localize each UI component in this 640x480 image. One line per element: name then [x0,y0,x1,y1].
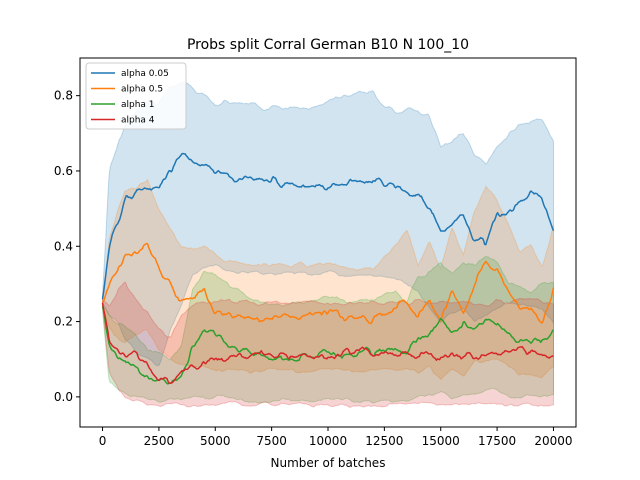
series-lines [101,152,555,385]
x-tick-label: 10000 [309,434,347,448]
y-tick-label: 0.8 [54,89,73,103]
x-tick-label: 7500 [256,434,287,448]
legend-entry: alpha 0.05 [121,69,169,79]
confidence-bands [102,81,554,408]
x-axis-label: Number of batches [271,456,386,470]
line-alpha-4 [101,302,554,384]
x-tick-label: 15000 [422,434,460,448]
y-tick-label: 0.0 [54,390,73,404]
line-alpha-0_5 [101,242,555,325]
x-tick-label: 0 [99,434,107,448]
y-tick-label: 0.6 [54,164,73,178]
y-tick-label: 0.4 [54,239,73,253]
chart-title: Probs split Corral German B10 N 100_10 [187,37,469,53]
x-tick-label: 20000 [534,434,572,448]
y-axis: 0.0 0.2 0.4 0.6 0.8 [54,89,80,404]
x-tick-label: 5000 [200,434,231,448]
y-tick-label: 0.2 [54,315,73,329]
line-alpha-1 [101,306,555,385]
legend-entry: alpha 4 [121,116,155,126]
band-alpha-0_05 [102,81,554,367]
legend-entry: alpha 0.5 [121,85,163,95]
legend: alpha 0.05 alpha 0.5 alpha 1 alpha 4 [85,62,187,130]
line-alpha-0_05 [101,152,555,300]
band-alpha-0_5 [102,178,554,381]
x-axis: 0 2500 5000 7500 10000 12500 15000 17500 20000 [99,427,573,448]
band-alpha-1 [102,255,554,404]
legend-entry: alpha 1 [121,100,155,110]
x-tick-label: 12500 [365,434,403,448]
x-tick-label: 17500 [478,434,516,448]
legend-box [85,62,187,130]
x-tick-label: 2500 [144,434,175,448]
